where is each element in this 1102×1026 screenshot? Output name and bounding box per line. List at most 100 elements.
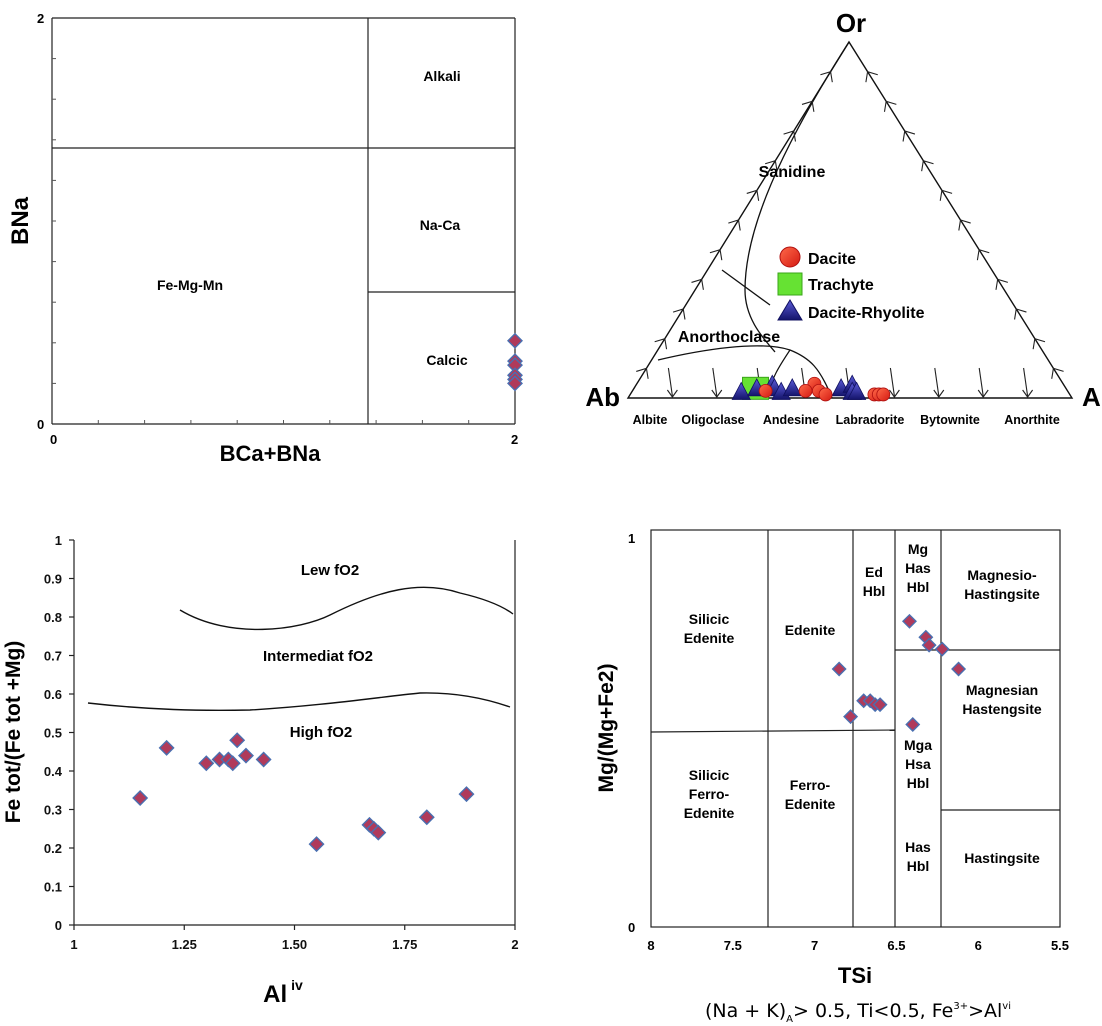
ternary-edge-tick (801, 100, 815, 112)
p1-xtick-left: 0 (50, 432, 57, 447)
p4-field-line: Hastingsite (964, 850, 1040, 866)
ternary-edge-tick (883, 100, 897, 112)
p3-field-high: High fO2 (290, 724, 353, 741)
apex-ab: Ab (585, 382, 620, 412)
p4-field-label: Hastingsite (964, 850, 1040, 866)
p3-data-point (238, 747, 254, 764)
ternary-base-label: Oligoclase (681, 413, 744, 427)
ternary-edge-tick (995, 278, 1009, 290)
p1-field-calcic: Calcic (426, 352, 467, 368)
p4-field-line: Hastingsite (964, 586, 1040, 602)
p4-field-line: Hbl (907, 579, 930, 595)
p3-x-tick-label: 1.75 (392, 937, 417, 952)
p4-field-line: Hbl (863, 583, 886, 599)
p4-field-line: Ferro- (790, 777, 831, 793)
panel-amphibole-groups: 2 0 0 2 Alkali Na-Ca Fe-Mg-Mn Calcic BNa… (7, 11, 523, 466)
note-part-4: >Al (968, 1000, 1002, 1022)
p3-data-point (198, 755, 215, 772)
p4-field-label: Mg Has Hbl (905, 541, 931, 595)
ternary-edge-tick (765, 159, 778, 172)
p1-ytick-top: 2 (37, 11, 44, 26)
dacite-rhyolite-point (846, 381, 867, 400)
p4-data-point (872, 697, 888, 713)
p4-field-line: Silicic (689, 767, 730, 783)
ternary-base-label: Albite (633, 413, 668, 427)
ternary-base-divider (1023, 367, 1029, 397)
p3-x-tick-label: 1.50 (282, 937, 307, 952)
p4-x-tick-label: 8 (647, 938, 654, 953)
p4-data-point (843, 709, 859, 725)
legend-dacite-marker (779, 246, 801, 268)
p4-data-point (831, 661, 847, 677)
ternary-edge-tick (1051, 367, 1064, 379)
ternary-edge-tick (921, 159, 934, 172)
ternary-edge-tick (783, 130, 797, 142)
p3-data-point (418, 809, 435, 826)
ternary-edge-tick (654, 337, 668, 350)
ternary-base-label: Labradorite (836, 413, 905, 427)
p4-field-line: Silicic (689, 611, 730, 627)
ternary-edge-tick (865, 70, 878, 83)
p4-field-line: Hbl (907, 858, 930, 874)
ternary-edge-tick (820, 70, 833, 83)
p1-x-axis-title: BCa+BNa (220, 441, 322, 466)
p3-data-point (370, 824, 387, 841)
p4-field-line: Hbl (907, 775, 930, 791)
p4-field-line: Mga (904, 737, 932, 753)
p3-y-tick-label: 0.5 (44, 726, 62, 741)
p4-field-label: Ed Hbl (863, 564, 886, 599)
note-part-3: 3+ (953, 1001, 968, 1012)
p4-field-line: Magnesio- (967, 567, 1037, 583)
p4-field-line: Hsa (905, 756, 931, 772)
field-anorthoclase: Anorthoclase (678, 329, 780, 346)
p4-field-line: Ferro- (689, 786, 730, 802)
p3-y-tick-label: 0.2 (44, 841, 62, 856)
p4-field-line: Mg (908, 541, 928, 557)
p1-data-point (507, 332, 523, 349)
p1-field-na-ca: Na-Ca (420, 217, 461, 233)
legend-dacite-rhyolite-label: Dacite-Rhyolite (808, 305, 925, 322)
apex-an: An (1082, 382, 1102, 412)
p1-ytick-bottom: 0 (37, 417, 44, 432)
p1-field-alkali: Alkali (423, 68, 460, 84)
p4-field-line: Has (905, 839, 931, 855)
panel-amphibole-classification: Silicic Edenite Edenite Ed Hbl Mg Has Hbl Magnes… (595, 529, 1069, 1025)
dacite-point (818, 387, 833, 402)
p4-x-tick-label: 6.5 (887, 938, 905, 953)
p3-y-tick-label: 1 (55, 533, 62, 548)
ternary-edge-tick (709, 248, 723, 261)
p1-data-point (507, 375, 523, 392)
p3-y-tick-label: 0.7 (44, 649, 62, 664)
field-sanidine: Sanidine (759, 164, 826, 181)
ternary-edge-tick (1032, 337, 1046, 350)
p4-field-line: Edenite (684, 805, 735, 821)
p1-y-axis-title: BNa (7, 196, 34, 245)
p4-field-line: Edenite (785, 622, 836, 638)
dacite-point (758, 383, 773, 398)
dacite-rhyolite-point (782, 378, 802, 397)
p3-y-tick-label: 0 (55, 918, 62, 933)
note-part-1: A (786, 1014, 793, 1025)
p4-x-tick-label: 7 (811, 938, 818, 953)
p3-data-point (229, 732, 246, 749)
p3-data-point (255, 751, 272, 768)
p4-field-label: Magnesio- Hastingsite (964, 567, 1040, 602)
p4-ytick-bottom: 0 (628, 920, 635, 935)
p4-field-label: Has Hbl (905, 839, 931, 874)
ternary-edge-tick (728, 219, 741, 231)
ternary-base-arrow (1022, 389, 1034, 398)
p3-y-axis-title: Fe tot/(Fe tot +Mg) (2, 641, 25, 824)
p4-field-line: Magnesian (966, 682, 1038, 698)
ternary-base-divider (934, 367, 940, 397)
p3-data-point (158, 739, 175, 756)
p4-x-axis-title: TSi (838, 963, 872, 988)
panel-feldspar-ternary: Or Ab An Sanidine Anorthoclase Albite Oli… (585, 8, 1102, 427)
p3-y-tick-label: 0.1 (44, 880, 62, 895)
p4-field-label: Silicic Ferro- Edenite (684, 767, 735, 821)
ternary-edge-tick (691, 278, 704, 290)
p4-field-line: Has (905, 560, 931, 576)
ternary-edge-tick (1014, 308, 1027, 320)
ternary-base-divider (889, 367, 895, 397)
p4-x-tick-label: 6 (975, 938, 982, 953)
